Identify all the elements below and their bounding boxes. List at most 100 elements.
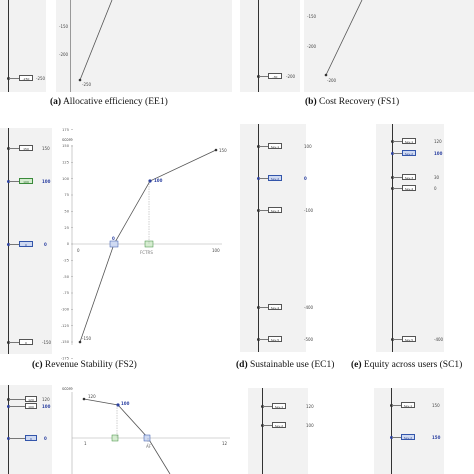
- bar-scale-axis: [258, 0, 259, 92]
- bar-value-box[interactable]: 0: [25, 435, 37, 441]
- bar-marker: [7, 398, 10, 401]
- bar-value-box[interactable]: 150: [19, 145, 33, 151]
- caption-a: (a) Allocative efficiency (EE1): [50, 97, 168, 107]
- bar-value-box[interactable]: Sev-5: [402, 336, 416, 342]
- bar-value-label: 100: [42, 404, 51, 409]
- bar-connector: [9, 148, 19, 149]
- bar-connector: [393, 188, 402, 189]
- caption-c: (c) Revenue Stability (FS2): [32, 360, 137, 370]
- bar-connector: [263, 425, 272, 426]
- x-tick-label: 0: [77, 248, 80, 253]
- bar-value-box[interactable]: Sev-1: [268, 143, 282, 149]
- bar-scale-background: [376, 124, 444, 352]
- bar-value-box[interactable]: Sev-2: [402, 150, 416, 156]
- bar-value-label: -150: [42, 340, 52, 345]
- bar-marker: [257, 338, 260, 341]
- curve-point-label: 150: [219, 148, 227, 153]
- bar-marker: [7, 180, 10, 183]
- bar-value-box[interactable]: Sev-2: [272, 422, 286, 428]
- bar-value-box[interactable]: Sev-3: [268, 207, 282, 213]
- y-tick-label: -50: [63, 275, 70, 279]
- bar-value-label: 100: [42, 179, 51, 184]
- y-tick-label: -175: [61, 357, 69, 361]
- y-tick-label: -200: [59, 52, 69, 57]
- bar-value-label: 0: [304, 176, 307, 181]
- bar-marker: [7, 147, 10, 150]
- bar-marker: [391, 140, 394, 143]
- y-tick-label: -125: [61, 324, 69, 328]
- y-axis-title: score: [62, 137, 73, 142]
- bar-marker: [257, 75, 260, 78]
- y-tick-label: 50: [64, 210, 69, 214]
- bar-marker: [390, 404, 393, 407]
- bar-value-box[interactable]: 0: [19, 241, 33, 247]
- bar-value-label: -400: [304, 305, 314, 310]
- bar-connector: [393, 141, 402, 142]
- bar-connector: [393, 153, 402, 154]
- y-tick-label: 75: [64, 193, 69, 197]
- bar-value-box[interactable]: Sev-4: [268, 304, 282, 310]
- bar-value-box[interactable]: Sev-5: [268, 336, 282, 342]
- bar-value-label: 0: [44, 242, 47, 247]
- bar-value-box[interactable]: 100: [25, 403, 37, 409]
- curve-point-label: -150: [82, 336, 92, 341]
- bar-value-box[interactable]: Sev-2: [401, 434, 415, 440]
- bar-connector: [9, 399, 25, 400]
- curve-point-label: 100: [121, 401, 130, 406]
- bar-value-box[interactable]: 100: [19, 178, 33, 184]
- curve-point-label: 0: [112, 236, 115, 241]
- caption-e: (e) Equity across users (SC1): [351, 360, 463, 370]
- bar-marker: [257, 145, 260, 148]
- bar-value-label: 100: [434, 151, 443, 156]
- bar-connector: [9, 244, 19, 245]
- curve-point-label: -200: [327, 78, 337, 83]
- bar-value-box[interactable]: -30: [268, 73, 282, 79]
- bar-connector: [9, 78, 19, 79]
- bar-value-box[interactable]: Sev-2: [268, 175, 282, 181]
- bar-marker: [7, 437, 10, 440]
- bar-connector: [259, 146, 268, 147]
- y-tick-label: 0: [67, 242, 70, 246]
- caption-d: (d) Sustainable use (EC1): [236, 360, 335, 370]
- bar-value-label: -400: [434, 337, 444, 342]
- bar-value-label: -200: [286, 74, 296, 79]
- bar-connector: [392, 405, 401, 406]
- bar-value-label: 100: [304, 144, 312, 149]
- bar-value-label: -100: [304, 208, 314, 213]
- bar-value-box[interactable]: Sev-4: [402, 185, 416, 191]
- bar-value-label: 150: [432, 435, 441, 440]
- bar-scale-axis: [8, 0, 9, 92]
- bar-marker: [7, 341, 10, 344]
- bar-value-box[interactable]: 120: [25, 396, 37, 402]
- bar-scale-background: [248, 388, 308, 474]
- bar-value-box[interactable]: Sev-3: [402, 174, 416, 180]
- bar-connector: [9, 342, 19, 343]
- bar-marker: [261, 405, 264, 408]
- bar-value-box[interactable]: -250: [19, 75, 33, 81]
- x-axis-mid-label: FCTRS: [140, 250, 153, 255]
- bar-value-label: 0: [44, 436, 47, 441]
- curve-point-label: 120: [88, 394, 96, 399]
- bar-value-label: -500: [304, 337, 314, 342]
- value-function-background: [304, 0, 474, 92]
- bar-scale-axis: [258, 124, 259, 352]
- y-tick-label: -200: [307, 44, 317, 49]
- y-tick-label: 25: [64, 226, 69, 230]
- bar-value-label: 120: [42, 397, 50, 402]
- bar-value-label: -250: [36, 76, 46, 81]
- bar-marker: [7, 77, 10, 80]
- bar-value-box[interactable]: Sev-1: [402, 138, 416, 144]
- bar-value-box[interactable]: 0: [19, 339, 33, 345]
- bar-value-box[interactable]: Sev-1: [272, 403, 286, 409]
- bar-connector: [259, 339, 268, 340]
- bar-scale-axis: [392, 124, 393, 352]
- bar-marker: [257, 306, 260, 309]
- bar-value-box[interactable]: Sev-1: [401, 402, 415, 408]
- bar-value-label: 150: [42, 146, 50, 151]
- y-tick-label: -25: [63, 259, 69, 263]
- bar-marker: [7, 243, 10, 246]
- bar-scale-background: [374, 388, 444, 474]
- y-tick-label: -75: [63, 291, 69, 295]
